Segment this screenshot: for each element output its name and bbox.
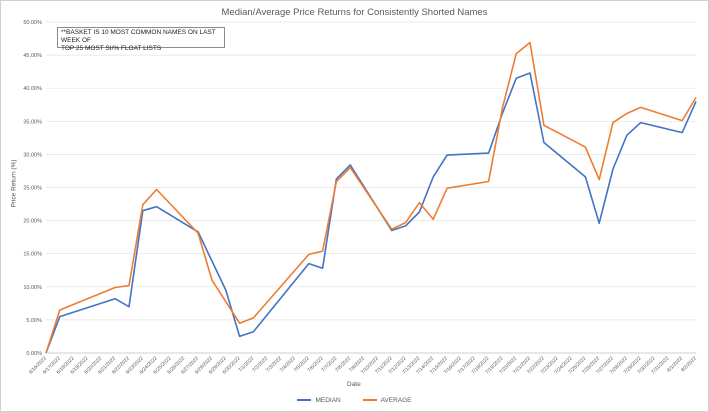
- x-axis-label: Date: [347, 381, 361, 388]
- chart-annotation: **BASKET IS 10 MOST COMMON NAMES ON LAST…: [57, 27, 225, 52]
- series-line-median: [45, 72, 697, 354]
- y-tick-label: 0.00%: [26, 351, 42, 357]
- annotation-line-2: TOP 25 MOST SI/% FLOAT LISTS: [61, 45, 162, 52]
- y-tick-label: 20.00%: [23, 219, 42, 225]
- annotation-line-1: **BASKET IS 10 MOST COMMON NAMES ON LAST…: [61, 29, 216, 44]
- y-tick-label: 10.00%: [23, 285, 42, 291]
- legend-swatch-median: [297, 399, 312, 401]
- legend-swatch-average: [362, 399, 377, 401]
- legend-label-median: MEDIAN: [315, 396, 341, 404]
- y-tick-label: 30.00%: [23, 152, 42, 158]
- y-tick-label: 50.00%: [23, 20, 42, 26]
- legend: MEDIAN AVERAGE: [0, 396, 709, 404]
- y-tick-label: 15.00%: [23, 252, 42, 258]
- y-tick-label: 35.00%: [23, 119, 42, 125]
- series-line-average: [45, 41, 697, 354]
- y-tick-label: 5.00%: [26, 318, 42, 324]
- legend-item-average: AVERAGE: [362, 396, 412, 404]
- chart-title: Median/Average Price Returns for Consist…: [221, 7, 488, 18]
- y-tick-label: 45.00%: [23, 53, 42, 59]
- x-tick-label: 8/2/2022: [680, 355, 698, 373]
- legend-label-average: AVERAGE: [380, 396, 412, 404]
- y-axis-label: Price Return (%): [10, 159, 18, 208]
- y-tick-label: 40.00%: [23, 86, 42, 92]
- y-tick-label: 25.00%: [23, 186, 42, 192]
- legend-item-median: MEDIAN: [297, 396, 341, 404]
